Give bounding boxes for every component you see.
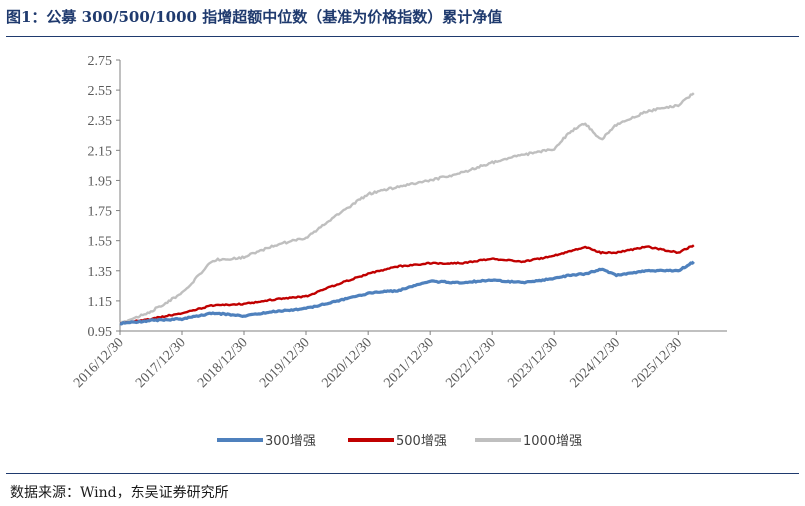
- y-tick-label: 1.15: [88, 295, 113, 310]
- x-tick-label: 2025/12/30: [629, 335, 685, 391]
- source-divider: [6, 473, 799, 474]
- y-tick-label: 1.95: [88, 174, 113, 189]
- x-tick-label: 2021/12/30: [381, 335, 437, 391]
- series-lines: [119, 92, 695, 326]
- title-divider: [6, 36, 799, 37]
- legend-label-1000: 1000增强: [523, 434, 582, 449]
- y-tick-label: 1.35: [88, 265, 113, 280]
- x-tick-label: 2016/12/30: [71, 335, 127, 391]
- legend-label-500: 500增强: [396, 434, 447, 449]
- y-tick-label: 1.55: [88, 235, 113, 250]
- source-note: 数据来源：Wind，东吴证券研究所: [10, 485, 229, 501]
- legend-label-300: 300增强: [265, 434, 316, 449]
- x-tick-label: 2023/12/30: [505, 335, 561, 391]
- x-tick-label: 2017/12/30: [133, 335, 189, 391]
- x-tick-label: 2022/12/30: [443, 335, 499, 391]
- y-tick-label: 2.55: [88, 84, 113, 99]
- line-chart: 0.95 1.15 1.35 1.55 1.75 1.95 2.15 2.35 2.55 2.75…: [71, 54, 727, 449]
- y-tick-label: 2.75: [88, 54, 113, 69]
- y-tick-label: 0.95: [88, 325, 113, 340]
- series-line-300: [119, 260, 695, 326]
- x-tick-label: 2019/12/30: [257, 335, 313, 391]
- y-tick-label: 2.35: [88, 114, 113, 129]
- y-tick-label: 2.15: [88, 144, 113, 159]
- chart-legend: 300增强 500增强 1000增强: [217, 434, 582, 449]
- y-tick-label: 1.75: [88, 205, 113, 220]
- series-line-500: [120, 244, 695, 325]
- x-tick-label: 2018/12/30: [195, 335, 251, 391]
- x-tick-label: 2024/12/30: [567, 335, 623, 391]
- chart-title: 图1：公募 300/500/1000 指增超额中位数（基准为价格指数）累计净值: [6, 8, 503, 26]
- chart-axes: 0.95 1.15 1.35 1.55 1.75 1.95 2.15 2.35 2.55 2.75…: [71, 54, 727, 391]
- x-tick-label: 2020/12/30: [319, 335, 375, 391]
- series-line-1000: [119, 92, 695, 325]
